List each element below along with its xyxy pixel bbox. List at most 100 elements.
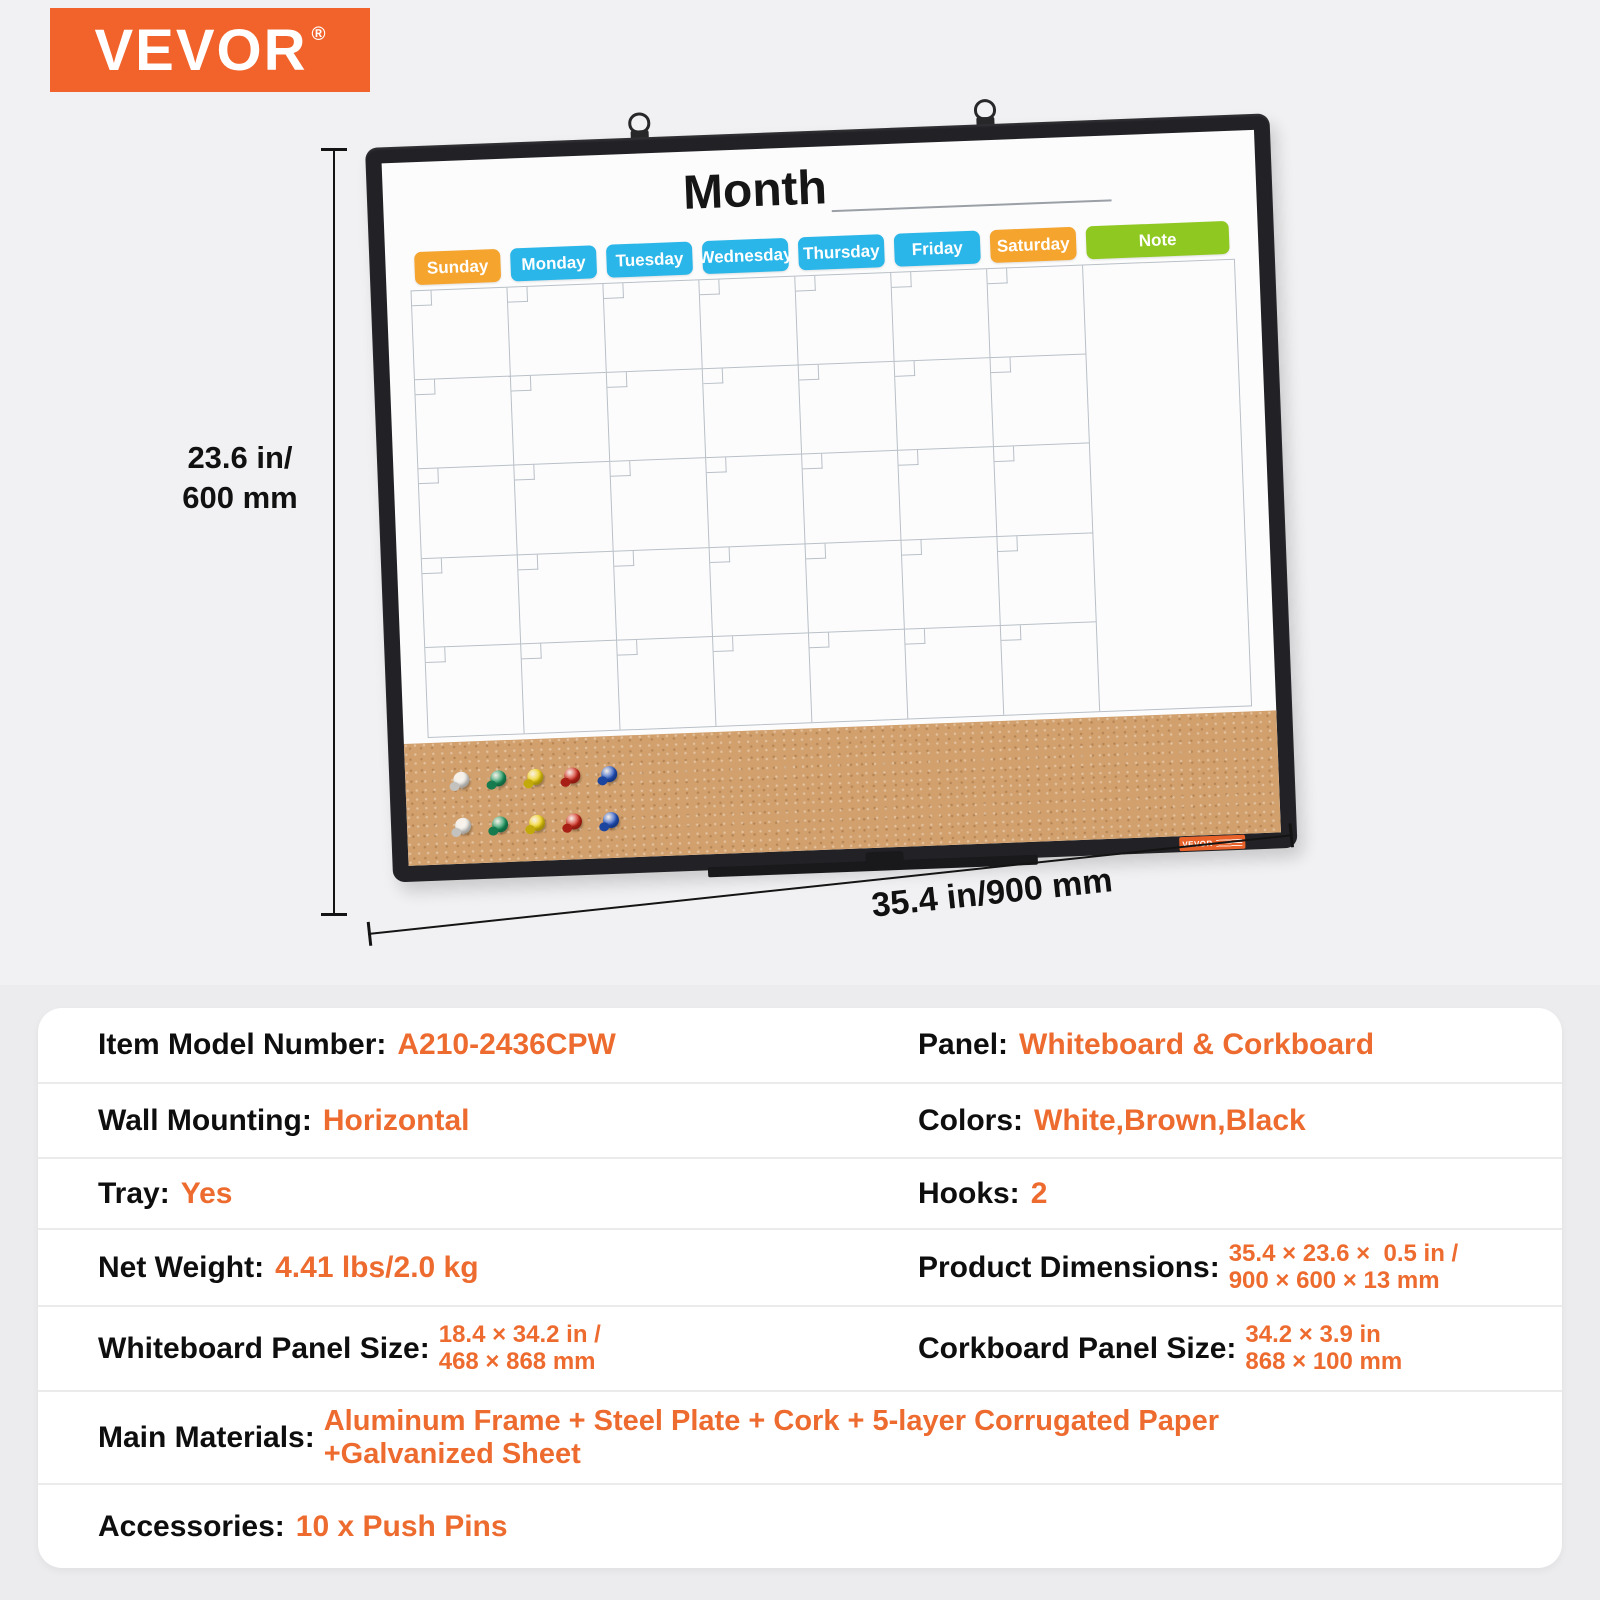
date-corner-tab <box>993 446 1015 463</box>
month-title: Month <box>681 161 828 220</box>
day-tab-tuesday: Tuesday <box>605 241 694 278</box>
date-corner-tab <box>997 535 1018 552</box>
date-corner-tab <box>805 543 827 559</box>
spec-value: Aluminum Frame + Steel Plate + Cork + 5-… <box>324 1405 1219 1470</box>
spec-label: Wall Mounting: <box>98 1103 312 1137</box>
date-corner-tab <box>706 457 727 474</box>
date-corner-tab <box>904 628 926 645</box>
calendar-day-cell <box>706 454 806 548</box>
spec-row: Net Weight: 4.41 lbs/2.0 kg Product Dimens… <box>38 1228 1562 1305</box>
calendar-grid <box>410 258 1253 739</box>
calendar-day-cell <box>425 644 525 737</box>
push-pin-icon <box>454 817 472 835</box>
calendar-day-cell <box>517 551 618 645</box>
date-corner-tab <box>514 465 535 481</box>
spec-value-line: 900 × 600 × 13 mm <box>1228 1266 1440 1294</box>
date-corner-tab <box>613 550 635 567</box>
date-corner-tab <box>521 643 542 660</box>
calendar-day-cell <box>510 373 611 466</box>
spec-value: 34.2 × 3.9 in 868 × 100 mm <box>1245 1320 1402 1376</box>
calendar-day-cell <box>414 376 515 470</box>
date-corner-tab <box>507 286 529 303</box>
date-corner-tab <box>891 272 912 288</box>
height-dimension-inches: 23.6 in/ <box>187 440 293 475</box>
spec-label: Main Materials: <box>98 1420 315 1454</box>
spec-label: Colors: <box>918 1103 1023 1137</box>
spec-value: 2 <box>1030 1176 1048 1210</box>
calendar-day-cell <box>1000 622 1101 715</box>
date-corner-tab <box>894 361 916 378</box>
height-dimension-label: 23.6 in/ 600 mm <box>160 438 320 519</box>
spec-cell: Item Model Number: A210-2436CPW <box>98 1008 616 1082</box>
spec-cell: Accessories: 10 x Push Pins <box>98 1485 508 1568</box>
calendar-day-cell <box>418 465 518 559</box>
spec-label: Tray: <box>98 1176 170 1210</box>
calendar-day-cell <box>617 636 717 730</box>
date-corner-tab <box>414 379 436 396</box>
push-pin-icon <box>563 767 581 784</box>
calendar-day-cell <box>699 276 799 370</box>
spec-table: Item Model Number: A210-2436CPW Panel: Whit… <box>38 1008 1562 1568</box>
calendar-day-cell <box>904 625 1005 719</box>
date-corner-tab <box>990 357 1012 374</box>
spec-cell: Wall Mounting: Horizontal <box>98 1084 470 1157</box>
spec-value: A210-2436CPW <box>397 1028 616 1061</box>
day-tab-wednesday: Wednesday <box>698 237 793 275</box>
date-corner-tab <box>617 639 638 656</box>
calendar-day-cell <box>713 633 813 726</box>
vevor-logo: VEVOR ® <box>50 8 370 92</box>
calendar-day-cell <box>521 640 621 734</box>
spec-value: 10 x Push Pins <box>295 1509 508 1543</box>
vevor-logo-text: VEVOR <box>94 17 308 83</box>
calendar-day-cell <box>798 362 899 455</box>
date-corner-tab <box>606 372 628 389</box>
spec-row: Item Model Number: A210-2436CPW Panel: Whit… <box>38 1008 1562 1082</box>
date-corner-tab <box>709 546 731 563</box>
calendar-day-cell <box>613 547 714 641</box>
day-tab-monday: Monday <box>509 245 598 282</box>
spec-value: 35.4 × 23.6 × 0.5 in /900 × 600 × 13 mm <box>1228 1240 1459 1295</box>
spec-value: Horizontal <box>322 1103 470 1137</box>
spec-cell: Hooks: 2 <box>918 1159 1047 1228</box>
spec-cell: Tray: Yes <box>98 1159 232 1228</box>
spec-row: Wall Mounting: Horizontal Colors: White,Bro… <box>38 1082 1562 1157</box>
spec-label: Panel: <box>918 1028 1009 1061</box>
calendar-day-cell <box>891 269 991 363</box>
date-corner-tab <box>798 364 820 381</box>
height-dimension-line <box>321 148 347 916</box>
calendar-day-cell <box>709 543 809 637</box>
calendar-day-cell <box>802 451 902 544</box>
push-pin-icon <box>528 814 546 832</box>
spec-label: Hooks: <box>918 1176 1020 1210</box>
calendar-day-cell <box>702 365 803 459</box>
calendar-day-cell <box>514 462 614 556</box>
push-pin-icon <box>565 813 583 830</box>
spec-cell: Net Weight: 4.41 lbs/2.0 kg <box>98 1230 479 1305</box>
spec-value-line: 34.2 × 3.9 in <box>1245 1320 1381 1348</box>
calendar-day-cell <box>606 369 707 463</box>
date-corner-tab <box>802 454 823 470</box>
date-corner-tab <box>411 290 433 307</box>
height-dimension-mm: 600 mm <box>182 480 298 516</box>
spec-label: Corkboard Panel Size: <box>918 1331 1237 1365</box>
spec-value: Whiteboard & Corkboard <box>1019 1028 1375 1061</box>
spec-label: Net Weight: <box>98 1250 265 1284</box>
whiteboard-panel: Month Sunday Monday Tuesday Wednesday Thursd… <box>381 129 1281 866</box>
board-frame: Month Sunday Monday Tuesday Wednesday Thursd… <box>365 113 1298 883</box>
spec-label: Accessories: <box>98 1509 285 1543</box>
spec-value-line: 468 × 868 mm <box>438 1347 596 1375</box>
spec-row: Tray: Yes Hooks: 2 <box>38 1157 1562 1228</box>
date-corner-tab <box>418 468 439 485</box>
day-tab-saturday: Saturday <box>989 226 1077 264</box>
date-corner-tab <box>987 268 1008 285</box>
spec-cell: Corkboard Panel Size: 34.2 × 3.9 in 868 × … <box>918 1307 1402 1390</box>
calendar-day-cell <box>603 280 703 374</box>
calendar-day-cell <box>808 629 909 723</box>
spec-cell: Whiteboard Panel Size: 18.4 × 34.2 in /46… <box>98 1307 601 1390</box>
date-corner-tab <box>795 275 816 292</box>
date-corner-tab <box>699 279 720 296</box>
date-corner-tab <box>610 461 631 478</box>
calendar-day-cell <box>990 354 1090 448</box>
push-pin-icon <box>526 768 544 786</box>
push-pin-icon <box>602 811 620 829</box>
